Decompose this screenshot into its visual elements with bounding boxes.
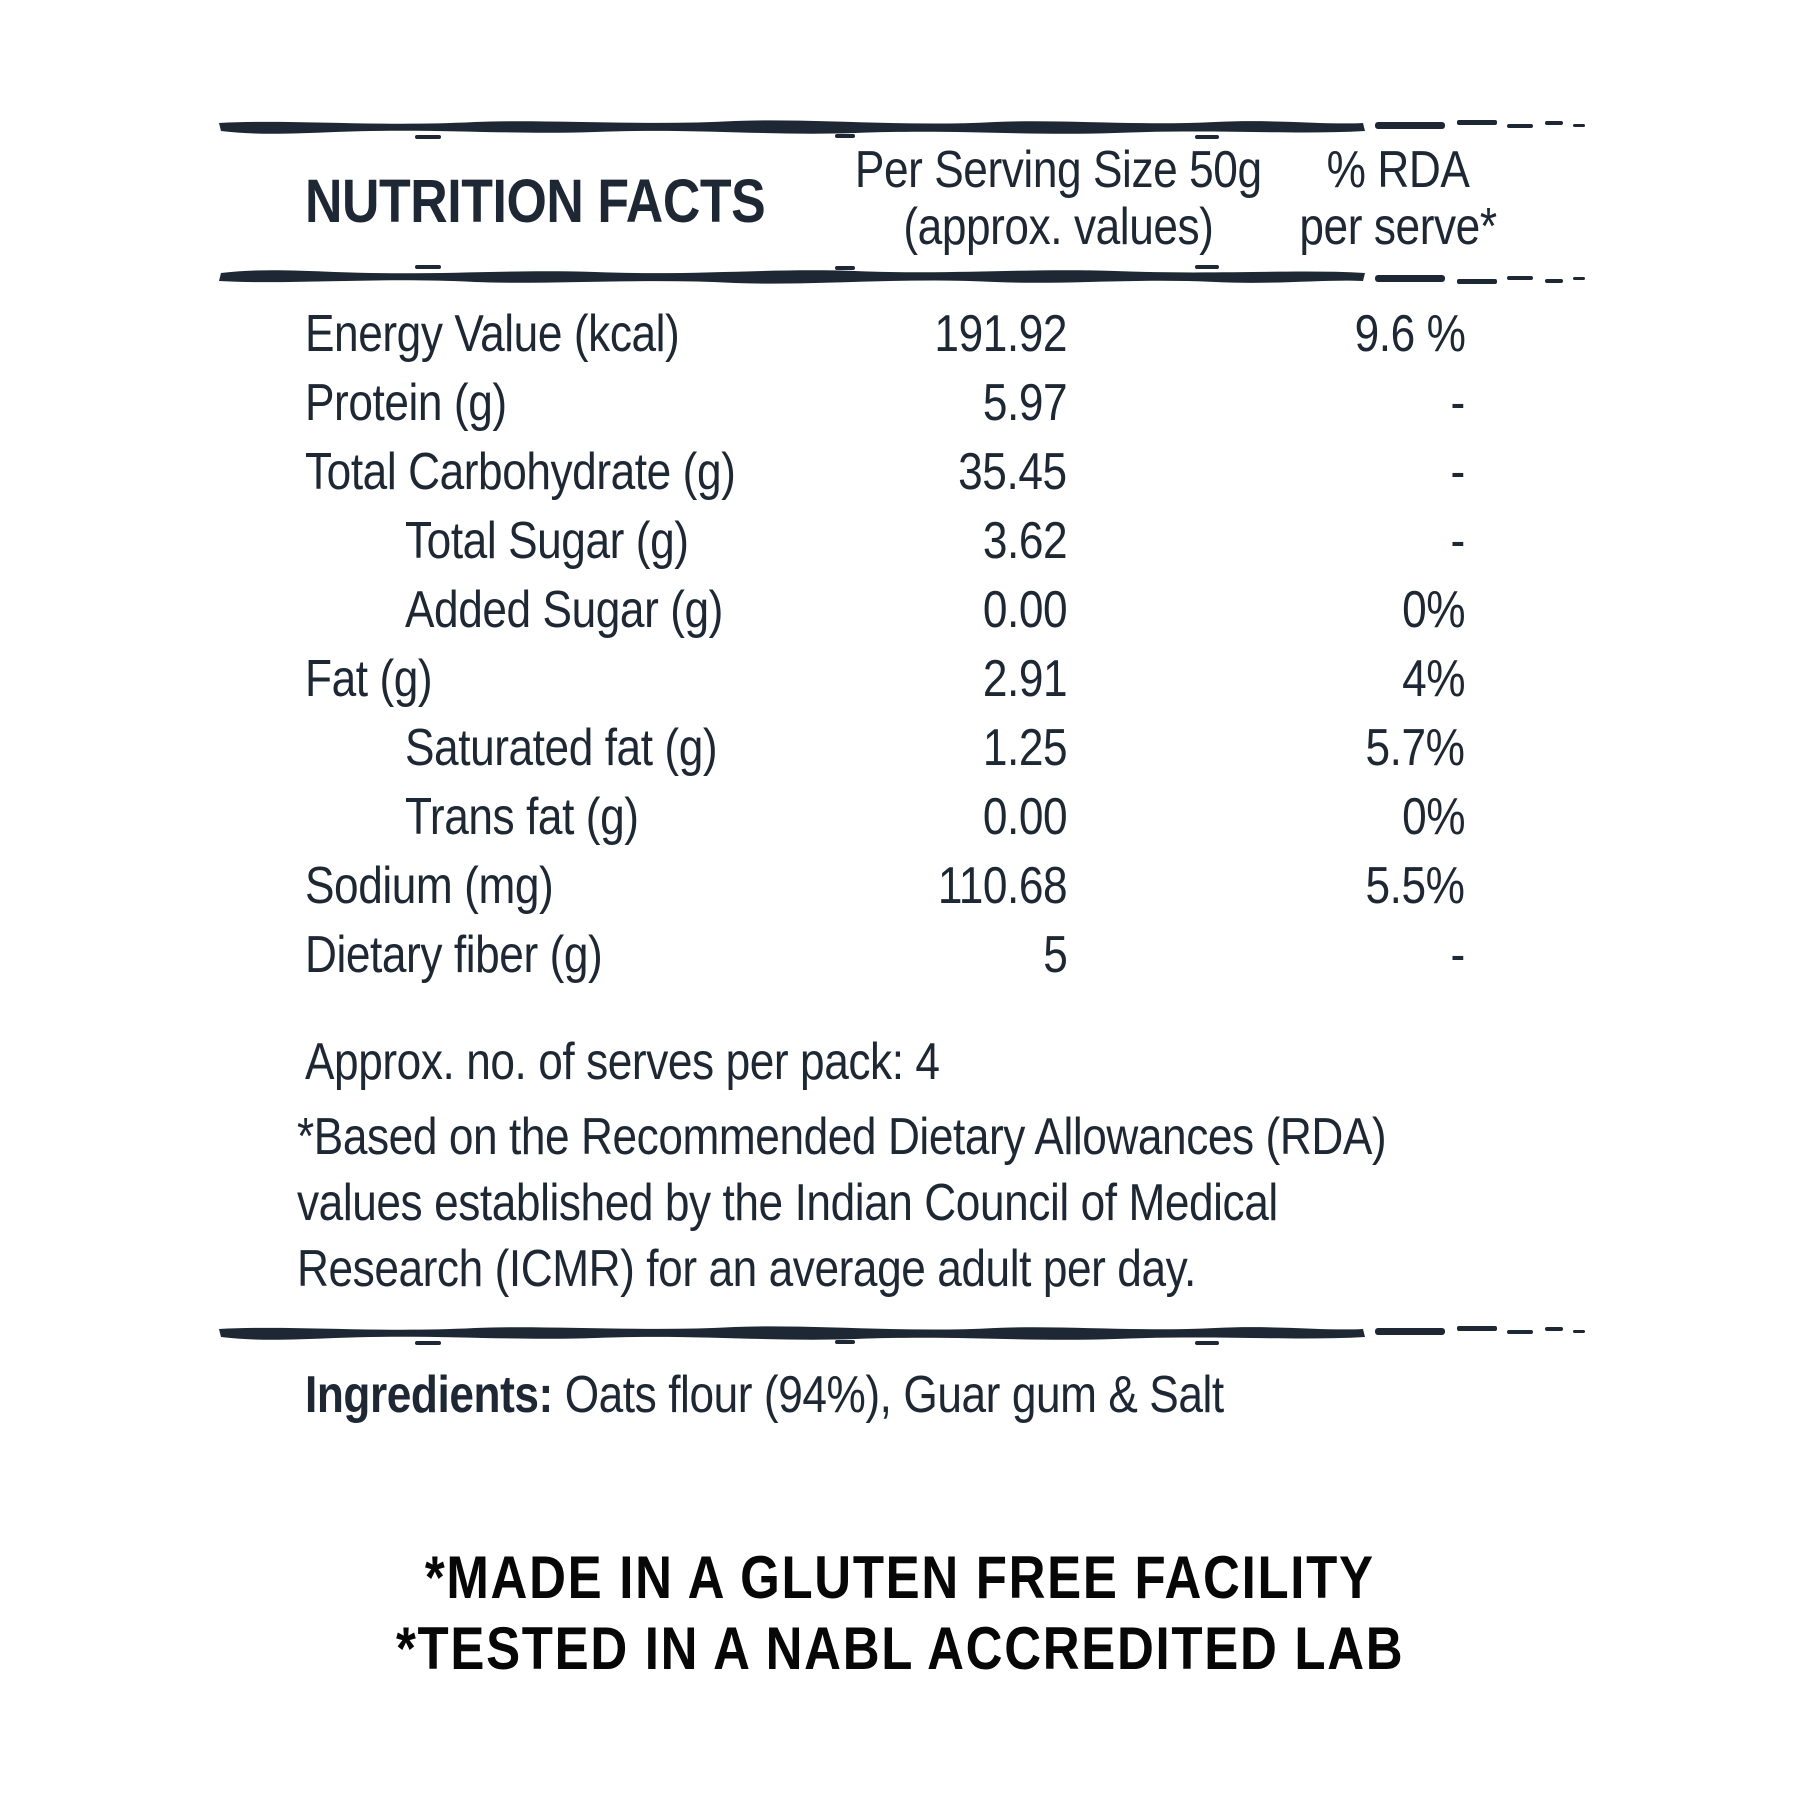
nutrient-label: Dietary fiber (g) <box>305 926 603 984</box>
rda-footnote-line2: values established by the Indian Council… <box>297 1174 1278 1232</box>
ingredients-label: Ingredients: <box>305 1366 553 1424</box>
nutrient-rda: 5.7% <box>1365 719 1465 777</box>
nutrient-value: 5 <box>1042 926 1068 984</box>
table-row-sodium: Sodium (mg) 110.68 5.5% <box>215 852 1595 921</box>
brush-divider-header <box>215 264 1595 294</box>
table-row-saturated-fat: Saturated fat (g) 1.25 5.7% <box>215 714 1595 783</box>
nutrient-label: Saturated fat (g) <box>405 719 718 777</box>
ingredients-list: Oats flour (94%), Guar gum & Salt <box>552 1366 1224 1424</box>
nutrient-label: Total Sugar (g) <box>405 512 689 570</box>
nutrition-table: Energy Value (kcal) 191.92 9.6 % Protein… <box>215 300 1595 990</box>
rda-footnote: *Based on the Recommended Dietary Allowa… <box>297 1104 1577 1302</box>
nutrient-rda: - <box>1450 926 1466 984</box>
nutrient-label: Fat (g) <box>305 650 433 708</box>
table-row-total-carbohydrate: Total Carbohydrate (g) 35.45 - <box>215 438 1595 507</box>
brush-divider-bottom <box>215 1316 1595 1346</box>
table-row-protein: Protein (g) 5.97 - <box>215 369 1595 438</box>
nutrient-rda: 9.6 % <box>1354 305 1465 363</box>
rda-footnote-line1: *Based on the Recommended Dietary Allowa… <box>297 1108 1387 1166</box>
nutrient-value: 0.00 <box>982 581 1068 639</box>
ingredients-line: Ingredients: Oats flour (94%), Guar gum … <box>305 1362 1386 1428</box>
nutrient-value: 35.45 <box>958 443 1068 501</box>
brush-divider-top <box>215 110 1595 140</box>
nutrient-label: Trans fat (g) <box>405 788 639 846</box>
nutrient-rda: 0% <box>1401 581 1465 639</box>
facility-claims: *MADE IN A GLUTEN FREE FACILITY *TESTED … <box>0 1542 1800 1684</box>
table-row-trans-fat: Trans fat (g) 0.00 0% <box>215 783 1595 852</box>
rda-footnote-line3: Research (ICMR) for an average adult per… <box>297 1240 1196 1298</box>
nutrient-rda: 5.5% <box>1365 857 1465 915</box>
serves-per-pack-note: Approx. no. of serves per pack: 4 <box>305 1028 1052 1097</box>
nutrient-value: 2.91 <box>982 650 1068 708</box>
nutrient-label: Sodium (mg) <box>305 857 554 915</box>
nutrient-label: Added Sugar (g) <box>405 581 723 639</box>
table-row-total-sugar: Total Sugar (g) 3.62 - <box>215 507 1595 576</box>
serving-size-column-header: Per Serving Size 50g (approx. values) <box>808 142 1308 256</box>
nutrient-label: Total Carbohydrate (g) <box>305 443 736 501</box>
panel-title-text: NUTRITION FACTS <box>305 167 766 235</box>
serving-size-header-line2: (approx. values) <box>902 198 1214 256</box>
rda-header-line1: % RDA <box>1326 141 1470 199</box>
nutrition-facts-panel: NUTRITION FACTS Per Serving Size 50g (ap… <box>215 0 1595 1500</box>
serves-per-pack-text: Approx. no. of serves per pack: 4 <box>305 1033 940 1091</box>
nutrient-value: 1.25 <box>982 719 1068 777</box>
nutrient-label: Protein (g) <box>305 374 507 432</box>
rda-column-header: % RDA per serve* <box>1228 142 1568 256</box>
table-row-fat: Fat (g) 2.91 4% <box>215 645 1595 714</box>
panel-title: NUTRITION FACTS <box>305 140 846 262</box>
nutrient-value: 0.00 <box>982 788 1068 846</box>
nabl-lab-claim: *TESTED IN A NABL ACCREDITED LAB <box>395 1615 1405 1682</box>
nutrient-rda: - <box>1450 374 1466 432</box>
table-row-dietary-fiber: Dietary fiber (g) 5 - <box>215 921 1595 990</box>
table-row-added-sugar: Added Sugar (g) 0.00 0% <box>215 576 1595 645</box>
table-row-energy: Energy Value (kcal) 191.92 9.6 % <box>215 300 1595 369</box>
ingredients-text-wrap: Ingredients: Oats flour (94%), Guar gum … <box>305 1362 1224 1428</box>
rda-header-line2: per serve* <box>1299 198 1497 256</box>
nutrient-value: 110.68 <box>937 857 1068 915</box>
nutrient-rda: - <box>1450 512 1466 570</box>
gluten-free-claim: *MADE IN A GLUTEN FREE FACILITY <box>425 1544 1375 1611</box>
nutrient-rda: - <box>1450 443 1466 501</box>
nutrient-label: Energy Value (kcal) <box>305 305 680 363</box>
nutrient-rda: 4% <box>1401 650 1465 708</box>
nutrient-value: 3.62 <box>982 512 1068 570</box>
serving-size-header-line1: Per Serving Size 50g <box>854 141 1262 199</box>
nutrient-value: 191.92 <box>934 305 1067 363</box>
nutrient-value: 5.97 <box>982 374 1068 432</box>
nutrient-rda: 0% <box>1401 788 1465 846</box>
